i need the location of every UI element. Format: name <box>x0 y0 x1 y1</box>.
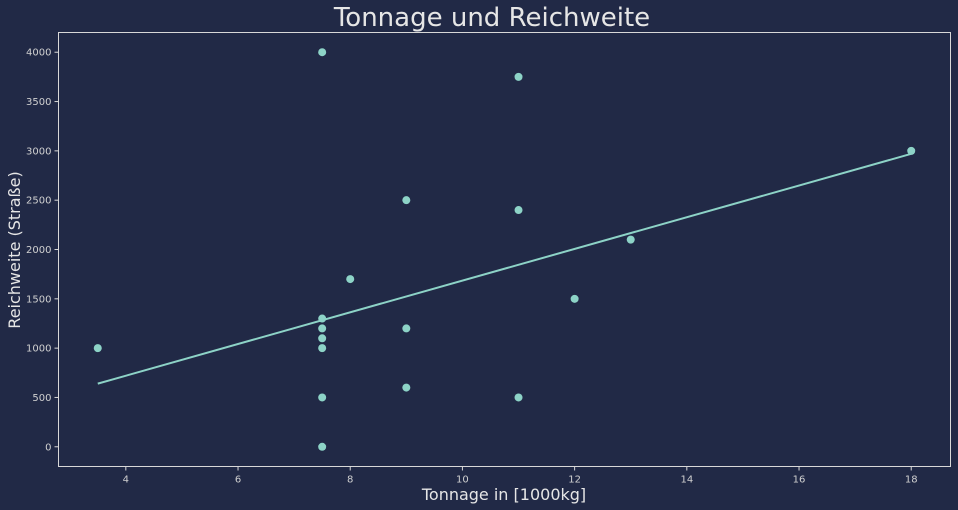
y-tick-label: 500 <box>32 393 51 404</box>
x-axis-label: Tonnage in [1000kg] <box>421 485 586 504</box>
y-tick-label: 3000 <box>26 146 51 157</box>
data-point <box>402 324 411 333</box>
y-tick-label: 2000 <box>26 245 51 256</box>
trend-line-group <box>97 152 912 385</box>
data-point <box>318 314 327 323</box>
data-point <box>514 206 523 215</box>
data-point <box>93 344 102 353</box>
y-tick-label: 1500 <box>26 294 51 305</box>
data-point <box>907 146 916 155</box>
data-point <box>626 235 635 244</box>
data-point <box>318 393 327 402</box>
x-tick-label: 12 <box>568 475 581 486</box>
y-tick-label: 1000 <box>26 344 51 355</box>
y-tick-label: 3500 <box>26 97 51 108</box>
x-tick-label: 16 <box>793 475 806 486</box>
y-tick-label: 2500 <box>26 196 51 207</box>
x-tick-label: 8 <box>347 475 353 486</box>
y-tick-label: 4000 <box>26 48 51 59</box>
x-tick-label: 10 <box>456 475 469 486</box>
y-axis: 0 500 1000 1500 2000 2500 3000 3500 4000 <box>26 48 59 453</box>
data-point <box>514 72 523 81</box>
x-tick-label: 14 <box>680 475 693 486</box>
data-points <box>93 48 916 451</box>
data-point <box>318 334 327 343</box>
plot-frame <box>58 32 951 467</box>
data-point <box>570 294 579 303</box>
x-axis: 4 6 8 10 12 14 16 18 <box>123 466 918 486</box>
x-tick-label: 6 <box>235 475 241 486</box>
data-point <box>402 383 411 392</box>
y-tick-label: 0 <box>45 442 51 453</box>
data-point <box>318 344 327 353</box>
x-tick-label: 18 <box>905 475 918 486</box>
data-point <box>318 324 327 333</box>
x-tick-label: 4 <box>123 475 129 486</box>
data-point <box>402 196 411 205</box>
y-axis-label: Reichweite (Straße) <box>5 171 24 328</box>
data-point <box>318 442 327 451</box>
data-point <box>514 393 523 402</box>
chart-title: Tonnage und Reichweite <box>333 3 650 33</box>
data-point <box>318 48 327 57</box>
data-point <box>346 275 355 284</box>
trend-line <box>97 152 912 385</box>
